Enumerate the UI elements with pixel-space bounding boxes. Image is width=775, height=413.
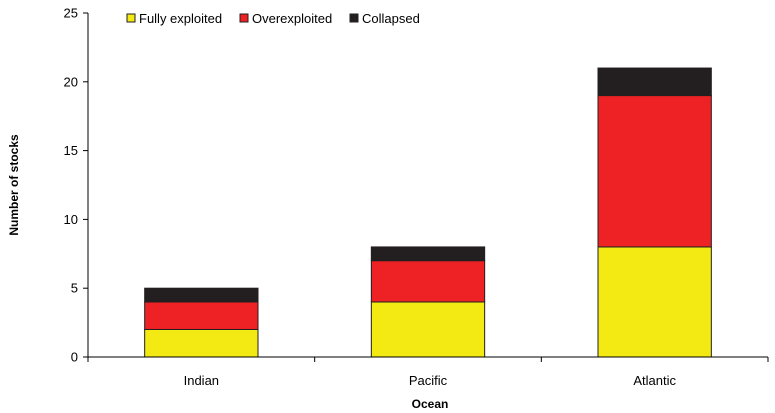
legend: Fully exploited Overexploited Collapsed xyxy=(126,11,420,26)
y-tick-label: 25 xyxy=(64,6,78,21)
bars-layer xyxy=(144,67,712,358)
x-ticks: Indian Pacific Atlantic xyxy=(87,357,769,388)
legend-label-overexploited: Overexploited xyxy=(252,11,332,26)
y-tick-label: 15 xyxy=(64,143,78,158)
y-axis-title: Number of stocks xyxy=(7,134,21,236)
legend-label-collapsed: Collapsed xyxy=(362,11,420,26)
legend-label-fully-exploited: Fully exploited xyxy=(139,11,222,26)
x-tick-label-atlantic: Atlantic xyxy=(633,373,676,388)
y-tick-label: 20 xyxy=(64,74,78,89)
x-tick-label-pacific: Pacific xyxy=(409,373,448,388)
legend-swatch-collapsed xyxy=(349,13,359,23)
y-tick-label: 5 xyxy=(71,281,78,296)
y-ticks: 0 5 10 15 20 25 xyxy=(64,6,88,365)
x-axis-title: Ocean xyxy=(412,397,449,411)
axes-layer xyxy=(87,13,768,358)
bar-pacific-fully-exploited xyxy=(370,301,486,358)
y-tick-label: 0 xyxy=(71,350,78,365)
bar-atlantic-collapsed xyxy=(597,67,712,97)
x-tick-label-indian: Indian xyxy=(184,373,219,388)
bar-pacific-collapsed xyxy=(370,246,486,262)
bar-atlantic-overexploited xyxy=(597,95,712,248)
bar-indian-collapsed xyxy=(144,287,259,303)
bar-indian-overexploited xyxy=(144,301,259,330)
legend-swatch-fully-exploited xyxy=(126,13,136,23)
bar-indian-fully-exploited xyxy=(144,328,259,358)
bar-pacific-overexploited xyxy=(370,260,486,303)
bar-atlantic-fully-exploited xyxy=(597,246,712,358)
legend-swatch-overexploited xyxy=(239,13,249,23)
y-tick-label: 10 xyxy=(64,212,78,227)
